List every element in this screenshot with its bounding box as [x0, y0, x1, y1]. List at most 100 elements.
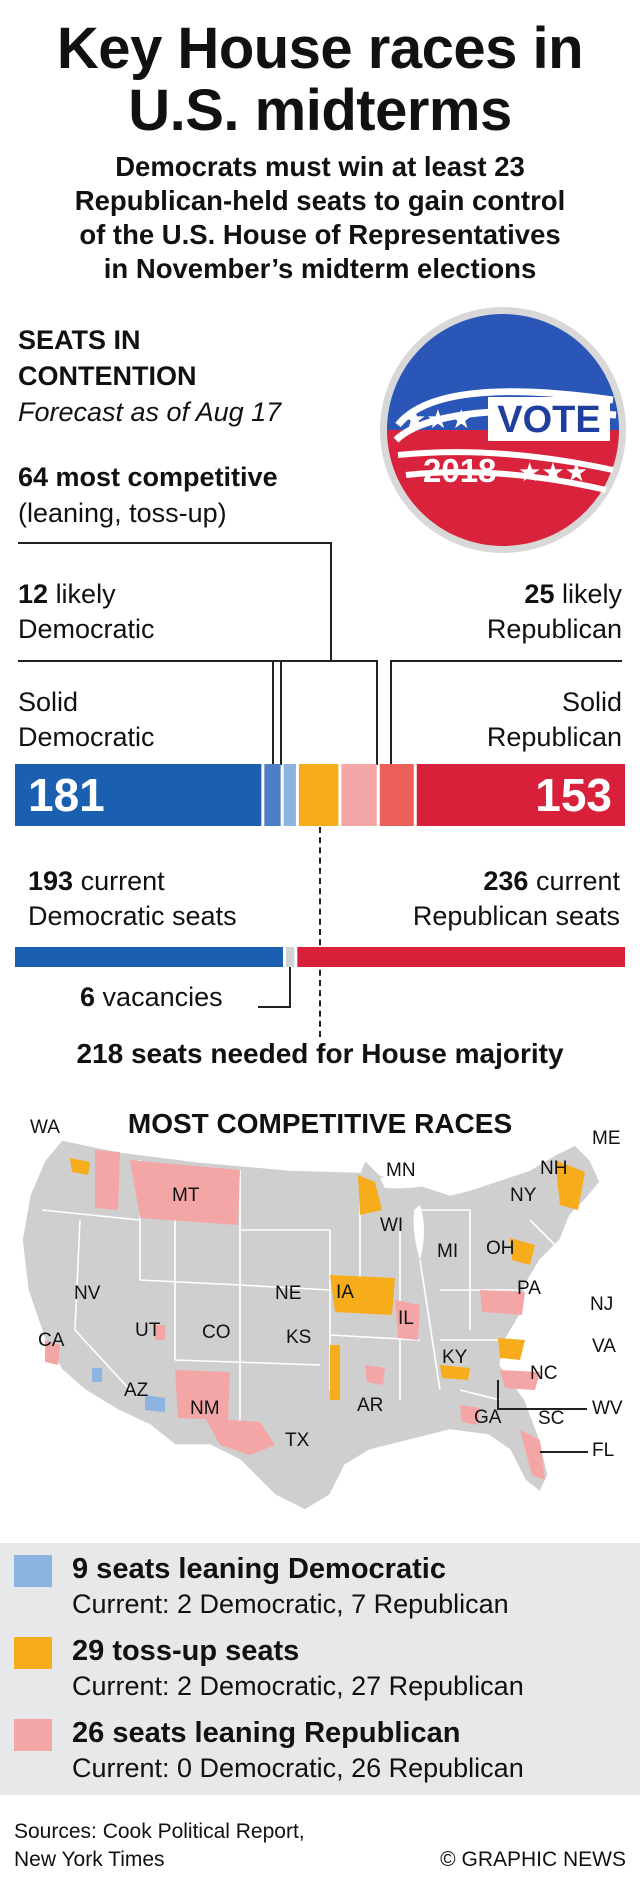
district-il [395, 1300, 420, 1340]
likely-rep-line2: Republican [486, 614, 622, 644]
title-line-2: U.S. midterms [128, 78, 512, 143]
map-label-wi: WI [380, 1215, 404, 1236]
competitive-sub: (leaning, toss-up) [18, 498, 227, 528]
map-label-co: CO [202, 1322, 231, 1343]
current-rep-num: 236 [483, 866, 529, 896]
map-label-nh: NH [540, 1158, 568, 1179]
badge-vote-text: VOTE [497, 399, 600, 441]
majority-label: 218 seats needed for House majority [76, 1038, 564, 1069]
current-bar-republican [297, 947, 625, 967]
legend-title-leaning-republican: 26 seats leaning Republican [72, 1717, 461, 1749]
map-label-ga: GA [474, 1407, 502, 1428]
likely-dem-num: 12 [18, 579, 49, 609]
sources-line-2: New York Times [14, 1848, 165, 1871]
map-label-mt: MT [172, 1185, 200, 1206]
seats-stacked-bar [15, 764, 625, 826]
map-label-il: IL [398, 1308, 414, 1329]
subtitle-line-4: in November’s midterm elections [103, 253, 537, 284]
district-fl [520, 1430, 545, 1480]
legend-swatch-leaning-republican [14, 1719, 52, 1751]
subtitle: Democrats must win at least 23 Republica… [20, 150, 620, 286]
current-bar-democratic [15, 947, 283, 967]
map-label-wa: WA [30, 1117, 60, 1138]
subtitle-line-3: of the U.S. House of Representatives [79, 219, 561, 250]
leader-fl-h [540, 1451, 588, 1453]
district-wa-tossup [70, 1158, 90, 1175]
badge-swoosh-3 [397, 449, 614, 473]
district-wa [95, 1150, 120, 1210]
solid-dem-line1: Solid [18, 687, 79, 717]
seats-heading-2: CONTENTION [18, 361, 197, 391]
likely-dem-label: 12 likely [18, 577, 116, 611]
district-ny [510, 1238, 535, 1265]
district-patches [45, 1150, 585, 1480]
leader-competitive-h [18, 542, 330, 544]
map-label-ne: NE [275, 1283, 302, 1304]
district-ky [440, 1365, 470, 1380]
district-az-lean-dem [145, 1395, 165, 1412]
vacancies-label: 6 vacancies [80, 980, 223, 1014]
map-label-wv: WV [592, 1398, 623, 1419]
leader-likely-rep-v [390, 660, 392, 765]
bar-segment-solid-democratic [15, 764, 262, 826]
vacancies-word: vacancies [102, 982, 223, 1012]
current-rep-label: 236 current [483, 864, 620, 898]
bar-segment-toss-up [298, 764, 339, 826]
map-label-ny: NY [510, 1185, 537, 1206]
credit: © GRAPHIC NEWS [440, 1848, 626, 1871]
page-title: Key House races in U.S. midterms [0, 18, 640, 142]
bar-segment-leaning-republican [341, 764, 377, 826]
map-label-mi: MI [437, 1241, 459, 1262]
likely-dem-line2: Democratic [18, 614, 155, 644]
current-dem-line2: Democratic seats [28, 901, 237, 931]
map-label-pa: PA [517, 1278, 541, 1299]
bar-segment-likely-republican [379, 764, 414, 826]
subtitle-line-1: Democrats must win at least 23 [115, 151, 525, 182]
likely-rep-word: likely [561, 579, 622, 609]
district-mn [358, 1175, 382, 1215]
district-ia [330, 1275, 395, 1315]
majority-dashed-line [319, 827, 321, 1037]
district-ks [330, 1345, 340, 1400]
district-me [555, 1160, 585, 1210]
badge-vote-box [488, 397, 610, 441]
solid-rep-line2: Republican [486, 722, 622, 752]
legend-title-leaning-democratic: 9 seats leaning Democratic [72, 1553, 446, 1585]
us-map [21, 1139, 601, 1511]
leader-competitive-right [376, 660, 378, 765]
current-rep-word: current [535, 866, 620, 896]
map-heading: MOST COMPETITIVE RACES [127, 1108, 513, 1139]
map-label-ks: KS [286, 1327, 312, 1348]
competitive-bold: 64 most competitive [18, 462, 278, 492]
leader-wv-v [497, 1380, 499, 1408]
map-label-ky: KY [442, 1347, 468, 1368]
current-dem-word: current [80, 866, 165, 896]
leader-competitive-bracket [280, 660, 378, 662]
title-line-1: Key House races in [56, 16, 584, 81]
seats-heading-1: SEATS IN [18, 325, 141, 355]
district-nc [500, 1370, 540, 1390]
district-ar [365, 1365, 385, 1385]
bar-segment-solid-republican [416, 764, 625, 826]
legend-sub-toss-up: Current: 2 Democratic, 27 Republican [72, 1671, 524, 1701]
lake-michigan [413, 1205, 424, 1260]
map-label-nj: NJ [590, 1294, 614, 1315]
map-label-sc: SC [538, 1408, 565, 1429]
vacancies-num: 6 [80, 982, 96, 1012]
district-ut [155, 1325, 165, 1340]
legend-swatch-leaning-democratic [14, 1555, 52, 1587]
legend-sub-leaning-republican: Current: 0 Democratic, 26 Republican [72, 1753, 524, 1783]
leader-vacancies-h [258, 1006, 291, 1008]
sources-line-1: Sources: Cook Political Report, [14, 1820, 305, 1843]
map-label-ia: IA [336, 1282, 354, 1303]
district-tx [205, 1418, 275, 1455]
leader-vacancies-v [289, 967, 291, 1007]
legend-panel: 9 seats leaning Democratic Current: 2 De… [0, 1543, 640, 1795]
bar-segment-leaning-democratic [283, 764, 296, 826]
badge-swoosh-4 [405, 469, 607, 493]
district-nv-lean-dem [92, 1368, 102, 1382]
map-label-oh: OH [486, 1238, 515, 1259]
likely-rep-num: 25 [524, 579, 555, 609]
district-nm [175, 1370, 230, 1420]
likely-rep-label: 25 likely [524, 577, 622, 611]
